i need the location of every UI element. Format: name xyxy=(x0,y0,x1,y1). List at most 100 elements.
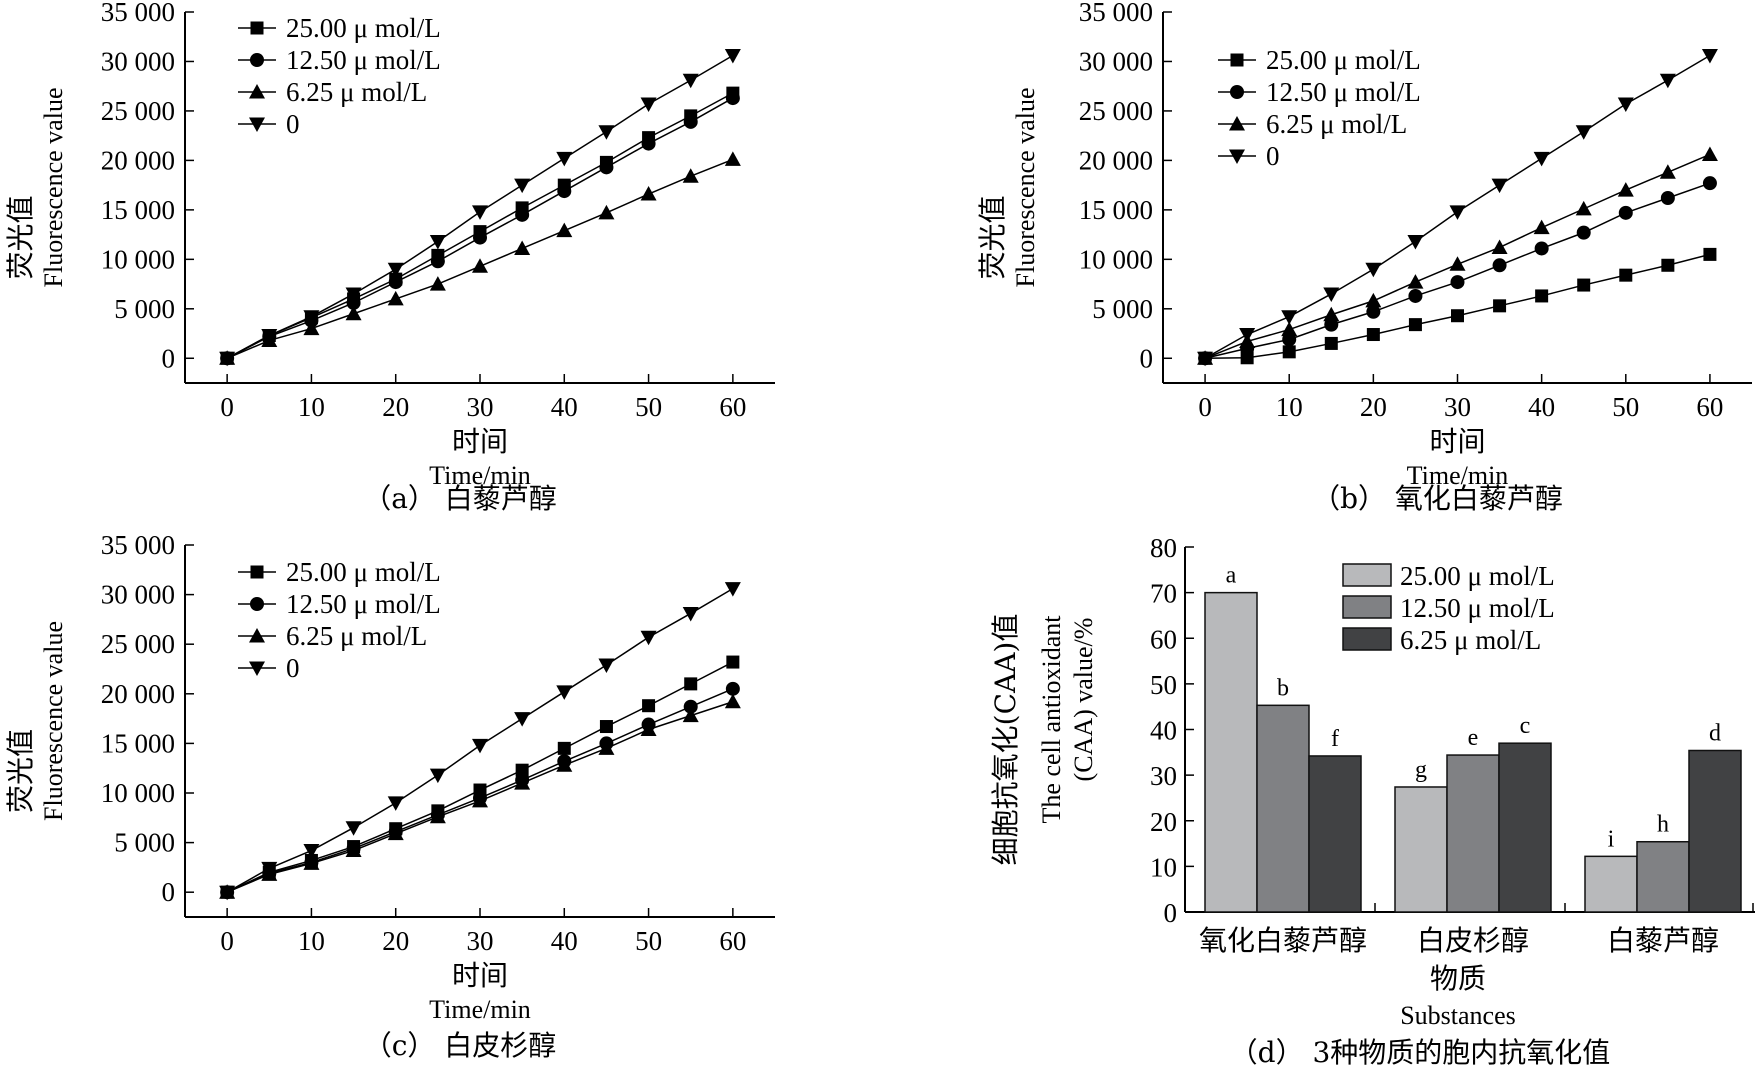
legend-marker xyxy=(1229,116,1245,131)
y-axis-label: Fluorescence value xyxy=(39,88,68,288)
y-axis-label: The cell antioxidant xyxy=(1037,615,1066,824)
data-point xyxy=(1659,73,1676,89)
series-3 xyxy=(219,582,741,901)
y-tick-label: 60 xyxy=(1150,624,1177,654)
legend-swatch xyxy=(1342,627,1392,651)
data-point xyxy=(1366,304,1381,319)
y-tick-label: 30 000 xyxy=(101,580,175,610)
data-point xyxy=(724,49,741,64)
data-point xyxy=(1491,239,1508,254)
x-axis-label: Time/min xyxy=(1407,461,1509,490)
legend-label: 25.00 μ mol/L xyxy=(1400,561,1555,591)
legend-label: 12.50 μ mol/L xyxy=(1266,77,1421,107)
y-tick-label: 70 xyxy=(1150,579,1177,609)
legend-label: 0 xyxy=(286,109,300,139)
data-point xyxy=(514,178,531,194)
x-tick-label: 30 xyxy=(1444,392,1471,422)
data-point xyxy=(557,741,571,755)
legend-label: 6.25 μ mol/L xyxy=(1266,109,1407,139)
y-axis-label: Fluorescence value xyxy=(39,621,68,821)
series-3 xyxy=(219,49,741,367)
data-point xyxy=(1365,262,1382,278)
data-point xyxy=(514,712,531,727)
bar xyxy=(1446,754,1500,913)
data-point xyxy=(345,842,362,858)
data-point xyxy=(1449,256,1466,271)
data-point xyxy=(261,329,278,344)
legend-marker xyxy=(1229,149,1245,164)
y-tick-label: 50 xyxy=(1150,670,1177,700)
data-point xyxy=(514,775,531,790)
y-tick-label: 0 xyxy=(162,877,176,907)
bar xyxy=(1204,591,1258,913)
y-tick-label: 20 xyxy=(1150,807,1177,837)
legend-item: 6.25 μ mol/L xyxy=(238,77,427,107)
y-tick-label: 15 000 xyxy=(101,195,175,225)
data-point xyxy=(1324,336,1338,350)
series-2 xyxy=(1197,146,1718,365)
y-tick-label: 10 000 xyxy=(101,778,175,808)
data-point xyxy=(682,73,699,89)
data-point xyxy=(556,222,573,238)
y-tick-label: 20 000 xyxy=(101,679,175,709)
legend-item: 12.50 μ mol/L xyxy=(1218,77,1421,107)
legend-marker xyxy=(249,661,265,676)
data-point xyxy=(1408,288,1423,303)
legend-item: 25.00 μ mol/L xyxy=(238,13,441,43)
bar xyxy=(1584,855,1638,913)
y-tick-label: 20 000 xyxy=(1079,145,1153,175)
y-tick-label: 25 000 xyxy=(101,629,175,659)
data-point xyxy=(429,276,446,291)
chart-b: 0 5 000 10 000 15 000 20 000 25 000 30 000 35 0… xyxy=(976,0,1752,515)
data-point xyxy=(724,693,741,709)
legend-label: 6.25 μ mol/L xyxy=(286,77,427,107)
data-point xyxy=(556,151,573,167)
chart-c: 0 5 000 10 000 15 000 20 000 25 000 30 000 35 0… xyxy=(4,530,775,1062)
data-point xyxy=(642,699,656,713)
significance-label: b xyxy=(1277,675,1289,701)
data-point xyxy=(1701,49,1718,64)
legend-item: 0 xyxy=(238,109,300,139)
data-point xyxy=(1659,164,1676,179)
data-point xyxy=(684,677,698,691)
data-point xyxy=(1661,258,1675,272)
data-point xyxy=(345,821,362,836)
data-point xyxy=(514,240,531,255)
significance-label: i xyxy=(1608,826,1615,852)
data-point xyxy=(1576,225,1591,240)
data-point xyxy=(1366,328,1380,342)
significance-label: e xyxy=(1468,725,1479,751)
y-axis-label-cn: 荧光值 xyxy=(976,195,1009,279)
data-point xyxy=(1619,268,1633,282)
chart-a: 0 5 000 10 000 15 000 20 000 25 000 30 000 35 0… xyxy=(4,0,775,515)
data-point xyxy=(1449,205,1466,220)
bar xyxy=(1394,786,1448,913)
y-tick-label: 0 xyxy=(162,343,176,373)
x-tick-label: 60 xyxy=(719,926,746,956)
data-point xyxy=(599,720,613,734)
significance-label: c xyxy=(1520,713,1531,739)
data-point xyxy=(682,707,699,723)
data-point xyxy=(1281,321,1298,337)
data-point xyxy=(473,230,487,245)
y-tick-label: 40 xyxy=(1150,716,1177,746)
y-tick-label: 30 000 xyxy=(1079,46,1153,76)
y-tick-label: 0 xyxy=(1140,343,1154,373)
category-label: 氧化白藜芦醇 xyxy=(1199,924,1367,957)
y-tick-label: 25 000 xyxy=(1079,96,1153,126)
x-axis-label: Substances xyxy=(1400,1001,1516,1030)
bar xyxy=(1308,755,1362,913)
x-tick-label: 20 xyxy=(1360,392,1387,422)
data-point xyxy=(1577,278,1591,292)
legend-marker xyxy=(249,84,265,99)
significance-label: a xyxy=(1226,563,1237,589)
x-tick-label: 40 xyxy=(551,392,578,422)
x-tick-label: 20 xyxy=(382,926,409,956)
data-point xyxy=(429,235,446,250)
y-tick-label: 10 xyxy=(1150,852,1177,882)
data-point xyxy=(598,740,615,755)
y-tick-label: 10 000 xyxy=(101,244,175,274)
data-point xyxy=(1533,151,1550,167)
y-tick-label: 35 000 xyxy=(101,0,175,27)
y-tick-label: 0 xyxy=(1164,898,1178,928)
